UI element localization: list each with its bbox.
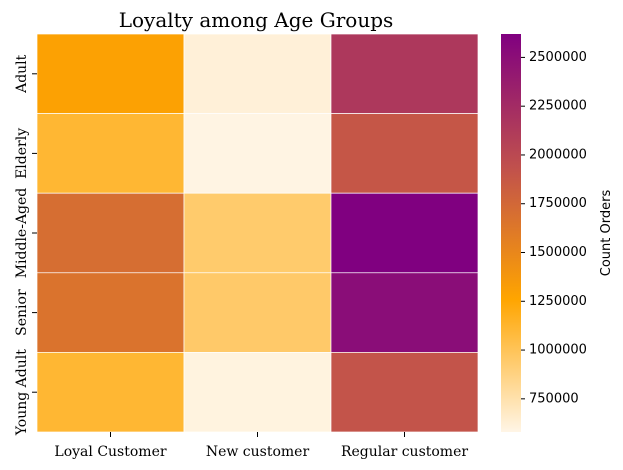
heatmap-cell (183, 113, 332, 194)
colorbar-ticks: 750000 1000000 1250000 1500000 1750000 200000… (521, 50, 587, 406)
x-tick-label: New customer (206, 444, 310, 460)
heatmap-cell (330, 33, 479, 114)
heatmap-cell (330, 113, 479, 194)
heatmap-cell (330, 192, 479, 274)
colorbar-tick-label: 1250000 (529, 294, 587, 309)
heatmap-cell (330, 272, 479, 353)
y-tick-label: Middle-Aged (14, 188, 30, 279)
heatmap-cell (183, 352, 332, 433)
colorbar-tick-label: 750000 (529, 391, 579, 406)
y-tick-label: Elderly (14, 128, 30, 179)
y-tick-label: Adult (14, 54, 30, 94)
heatmap-cells (36, 33, 479, 433)
colorbar-tick-label: 1000000 (529, 343, 587, 358)
colorbar-tick-label: 2000000 (529, 147, 587, 162)
colorbar (501, 34, 521, 432)
colorbar-label: Count Orders (599, 190, 614, 277)
y-tick-label: Young Adult (14, 349, 30, 436)
heatmap-cell (183, 192, 332, 274)
colorbar-tick-label: 1750000 (529, 196, 587, 211)
y-tick-label: Senior (14, 289, 30, 336)
chart-title: Loyalty among Age Groups (119, 8, 394, 32)
x-axis: Loyal Customer New customer Regular custom… (54, 432, 468, 460)
heatmap-cell (36, 352, 185, 433)
heatmap-cell (36, 192, 185, 274)
x-tick-label: Regular customer (341, 444, 468, 460)
heatmap-cell (330, 352, 479, 433)
heatmap-cell (183, 272, 332, 353)
y-axis: Adult Elderly Middle-Aged Senior Young Adult (14, 54, 37, 436)
heatmap-cell (36, 272, 185, 353)
heatmap-cell (36, 113, 185, 194)
colorbar-tick-label: 2500000 (529, 50, 587, 65)
colorbar-tick-label: 2250000 (529, 99, 587, 114)
heatmap-cell (183, 33, 332, 114)
heatmap-cell (36, 33, 185, 114)
x-tick-label: Loyal Customer (54, 444, 166, 460)
colorbar-tick-label: 1500000 (529, 245, 587, 260)
